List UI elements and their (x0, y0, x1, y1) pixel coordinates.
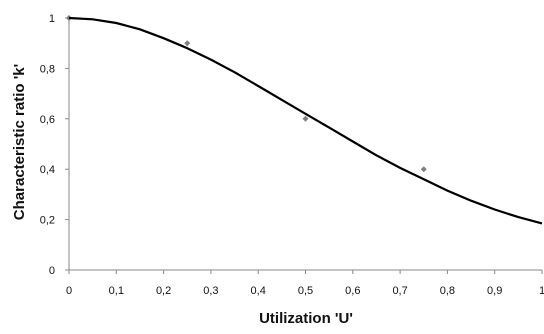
x-tick-label: 0,9 (487, 285, 502, 297)
y-tick-label: 0,4 (40, 164, 55, 176)
x-tick-label: 0,3 (203, 285, 218, 297)
data-point (184, 40, 191, 47)
x-tick-label: 0,6 (345, 285, 360, 297)
y-tick-label: 0,2 (40, 215, 55, 227)
data-point (302, 115, 309, 122)
x-tick-label: 0,8 (440, 285, 455, 297)
x-tick-label: 0,4 (251, 285, 266, 297)
series (66, 15, 543, 225)
x-tick-label: 0,7 (392, 285, 407, 297)
ticks: 0 0,1 0,2 0,3 0,4 0,5 0,6 0,7 0,8 0,9 1 0 0,2 0,4 0,6 0… (40, 13, 544, 297)
x-tick-label: 0 (66, 285, 72, 297)
y-tick-label: 1 (49, 13, 55, 25)
x-tick-label: 0,1 (109, 285, 124, 297)
axes (68, 16, 542, 271)
x-tick-label: 0,2 (156, 285, 171, 297)
data-point (420, 166, 427, 173)
fit-curve-line (68, 16, 543, 225)
x-axis-title: Utilization 'U' (259, 310, 353, 327)
y-tick-label: 0,6 (40, 114, 55, 126)
y-tick-label: 0,8 (40, 63, 55, 75)
x-tick-label: 1 (539, 285, 544, 297)
x-tick-label: 0,5 (298, 285, 313, 297)
y-axis-title: Characteristic ratio 'k' (11, 64, 28, 220)
y-tick-label: 0 (49, 265, 55, 277)
